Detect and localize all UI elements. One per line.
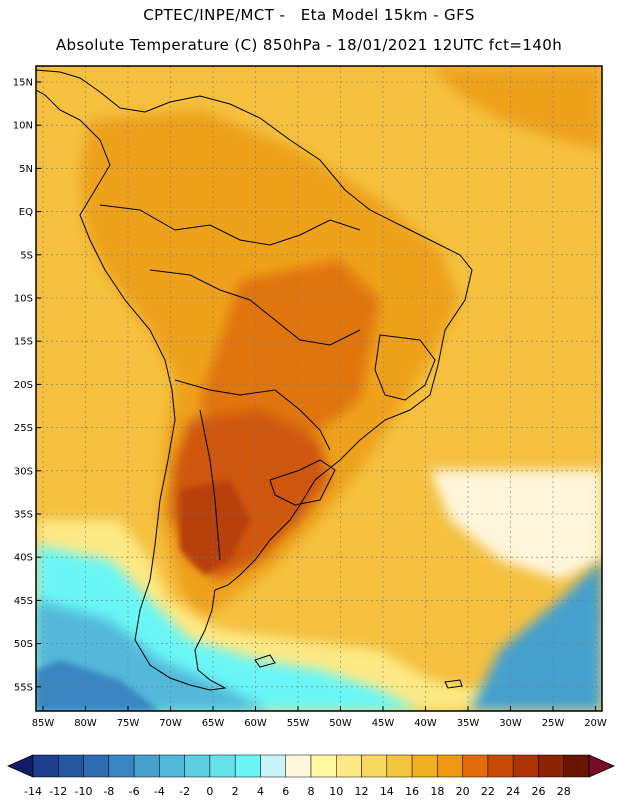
lat-label: 40S	[14, 553, 33, 564]
colorbar-swatch	[310, 754, 337, 778]
colorbar-label: -10	[75, 785, 93, 798]
colorbar-swatch	[133, 754, 160, 778]
temperature-field	[36, 66, 602, 711]
lat-label: 55S	[14, 682, 33, 693]
colorbar-label: -12	[49, 785, 67, 798]
lon-label: 60W	[244, 718, 267, 729]
lon-label: 20W	[584, 718, 607, 729]
lon-label: 70W	[159, 718, 182, 729]
colorbar-label: -4	[154, 785, 165, 798]
lat-label: 25S	[14, 423, 33, 434]
lat-label: 15N	[13, 78, 33, 89]
colorbar-swatch	[462, 754, 489, 778]
colorbar-label: 0	[206, 785, 213, 798]
colorbar-swatch	[285, 754, 312, 778]
colorbar-swatch	[411, 754, 438, 778]
colorbar-swatch	[58, 754, 84, 778]
field-se-cold	[470, 560, 602, 711]
colorbar-label: -8	[103, 785, 114, 798]
border-brazil-west	[149, 269, 361, 346]
colorbar-swatch	[159, 754, 185, 778]
field-sw-coldest	[36, 660, 160, 711]
colorbar-label: 12	[355, 785, 369, 798]
lon-label: 65W	[202, 718, 225, 729]
uruguay-outline	[269, 459, 336, 506]
colorbar-label: 18	[430, 785, 444, 798]
colorbar-swatch	[336, 754, 362, 778]
border-andes	[199, 409, 221, 561]
colorbar-high-arrow	[588, 754, 615, 778]
falklands	[254, 654, 276, 668]
colorbar-swatch	[563, 754, 590, 778]
colorbar-swatch	[361, 754, 388, 778]
lat-label: EQ	[19, 207, 33, 218]
lon-label: 45W	[372, 718, 395, 729]
lon-label: 30W	[499, 718, 522, 729]
title-line-2: Absolute Temperature (C) 850hPa - 18/01/…	[55, 36, 563, 54]
lat-label: 30S	[14, 466, 33, 477]
longitude-labels: 85W 80W 75W 70W 65W 60W 55W 50W 45W 40W 35W 30W 25W 2…	[32, 706, 607, 729]
colorbar-swatch	[437, 754, 463, 778]
colorbar-label: 8	[308, 785, 315, 798]
lon-label: 50W	[329, 718, 352, 729]
title-line-1: CPTEC/INPE/MCT - Eta Model 15km - GFS	[143, 6, 475, 24]
colorbar-label: 10	[329, 785, 343, 798]
colorbar-swatch	[386, 754, 413, 778]
graticule	[36, 66, 602, 711]
field-atlantic-pale	[430, 470, 602, 580]
colorbar-swatch	[487, 754, 514, 778]
border-east	[374, 334, 436, 401]
colorbar-swatch	[209, 754, 236, 778]
lon-label: 85W	[32, 718, 55, 729]
lon-label: 40W	[414, 718, 437, 729]
map-frame	[35, 65, 603, 712]
lat-label: 5S	[20, 250, 33, 261]
lat-label: 15S	[14, 337, 33, 348]
colorbar-swatch	[32, 754, 59, 778]
colorbar-swatch	[260, 754, 286, 778]
lon-label: 25W	[542, 718, 565, 729]
lat-label: 10S	[14, 294, 33, 305]
colorbar-label: 24	[506, 785, 520, 798]
lat-label: 50S	[14, 639, 33, 650]
colorbar-low-arrow	[7, 754, 34, 778]
lat-label: 45S	[14, 596, 33, 607]
colorbar-swatch	[184, 754, 211, 778]
colorbar-label: 14	[380, 785, 394, 798]
colorbar-label: 26	[531, 785, 545, 798]
colorbar-label: 28	[557, 785, 571, 798]
lon-label: 35W	[457, 718, 480, 729]
lat-label: 35S	[14, 510, 33, 521]
colorbar-swatch	[83, 754, 110, 778]
colorbar-label: 20	[456, 785, 470, 798]
colorbar-swatch	[538, 754, 564, 778]
colorbar-label: -14	[24, 785, 42, 798]
south-america-coast	[36, 69, 473, 691]
coastlines	[36, 69, 473, 691]
field-ne-warm	[430, 66, 602, 150]
border-north	[99, 204, 361, 246]
field-hot-core	[180, 480, 250, 575]
colorbar: -14 -12 -10 -8 -6 -4 -2 0 2 4 6 8 10 12 14 16 18 20 22 24 26…	[7, 754, 615, 798]
colorbar-swatch	[108, 754, 135, 778]
colorbar-label: -6	[129, 785, 140, 798]
colorbar-label: 4	[257, 785, 264, 798]
colorbar-swatch	[234, 754, 261, 778]
latitude-labels: 15N 10N 5N EQ 5S 10S 15S 20S 25S 30S 35S 40S 45S 50S 5…	[13, 78, 41, 693]
lat-label: 20S	[14, 380, 33, 391]
colorbar-label: -2	[179, 785, 190, 798]
lon-label: 55W	[287, 718, 310, 729]
colorbar-label: 2	[232, 785, 239, 798]
lon-label: 75W	[117, 718, 140, 729]
lon-label: 80W	[74, 718, 97, 729]
south-georgia	[444, 679, 463, 689]
colorbar-label: 22	[481, 785, 495, 798]
colorbar-swatch	[512, 754, 539, 778]
lat-label: 10N	[13, 121, 33, 132]
lat-label: 5N	[19, 164, 33, 175]
colorbar-label: 6	[282, 785, 289, 798]
colorbar-label: 16	[405, 785, 419, 798]
border-paraguay	[174, 379, 331, 451]
